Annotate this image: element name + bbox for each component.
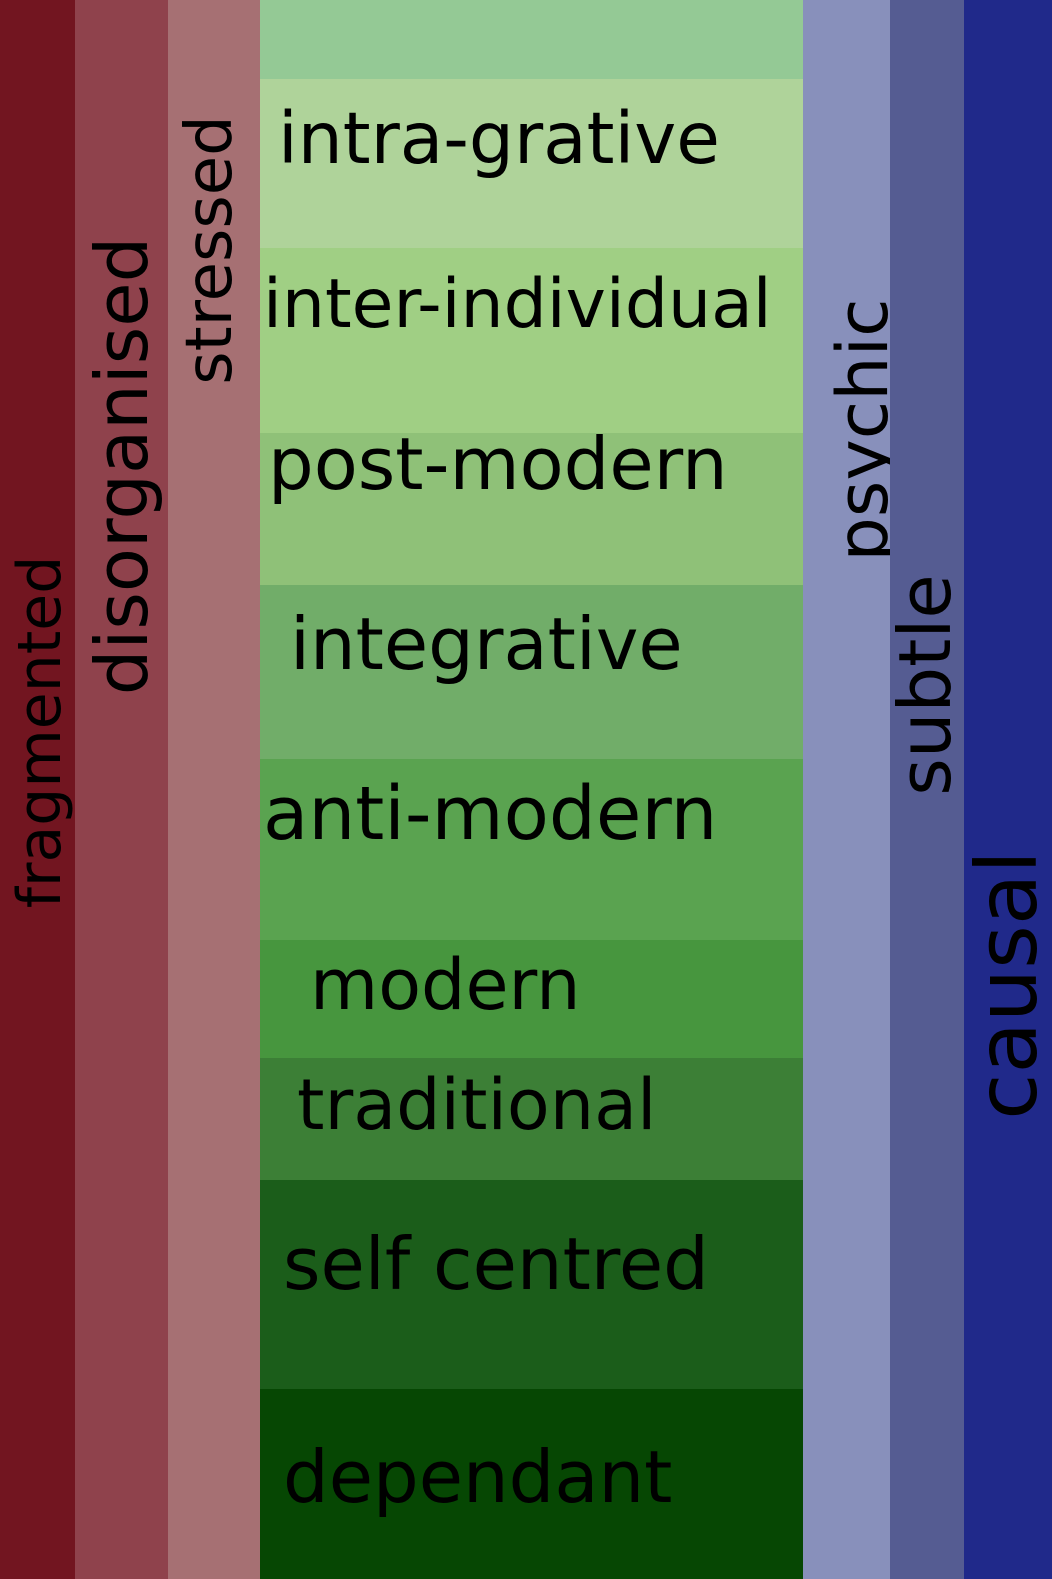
stage-label: post-modern [268,433,728,506]
stage-integrative: integrative [260,585,803,759]
stage-label: intra-grative [278,97,720,180]
column-psychic: psychic [803,0,890,1579]
stage-self-centred: self centred [260,1180,803,1389]
column-subtle: subtle [890,0,964,1579]
stage-traditional: traditional [260,1058,803,1180]
stage-label: modern [310,944,581,1026]
stage-label: inter-individual [263,265,772,344]
column-causal: causal [964,0,1052,1579]
column-stressed: stressed [168,0,260,1579]
stage-label: integrative [290,602,683,686]
column-label-stressed: stressed [173,115,247,385]
column-label-disorganised: disorganised [80,236,164,696]
column-label-psychic: psychic [822,298,890,562]
stage-inter-individual: inter-individual [260,248,803,433]
stage-label: dependant [283,1435,673,1519]
stage-band-top [260,0,803,79]
column-label-subtle: subtle [890,574,964,796]
column-disorganised: disorganised [75,0,168,1579]
stage-anti-modern: anti-modern [260,759,803,940]
stage-dependant: dependant [260,1389,803,1579]
column-label-causal: causal [964,850,1052,1120]
stage-label: anti-modern [263,771,718,857]
column-label-fragmented: fragmented [5,555,75,909]
stage-post-modern: post-modern [260,433,803,585]
column-fragmented: fragmented [0,0,75,1579]
stage-label: self centred [283,1222,709,1306]
stage-intra-grative: intra-grative [260,79,803,248]
stage-modern: modern [260,940,803,1058]
stage-label: traditional [297,1064,657,1146]
